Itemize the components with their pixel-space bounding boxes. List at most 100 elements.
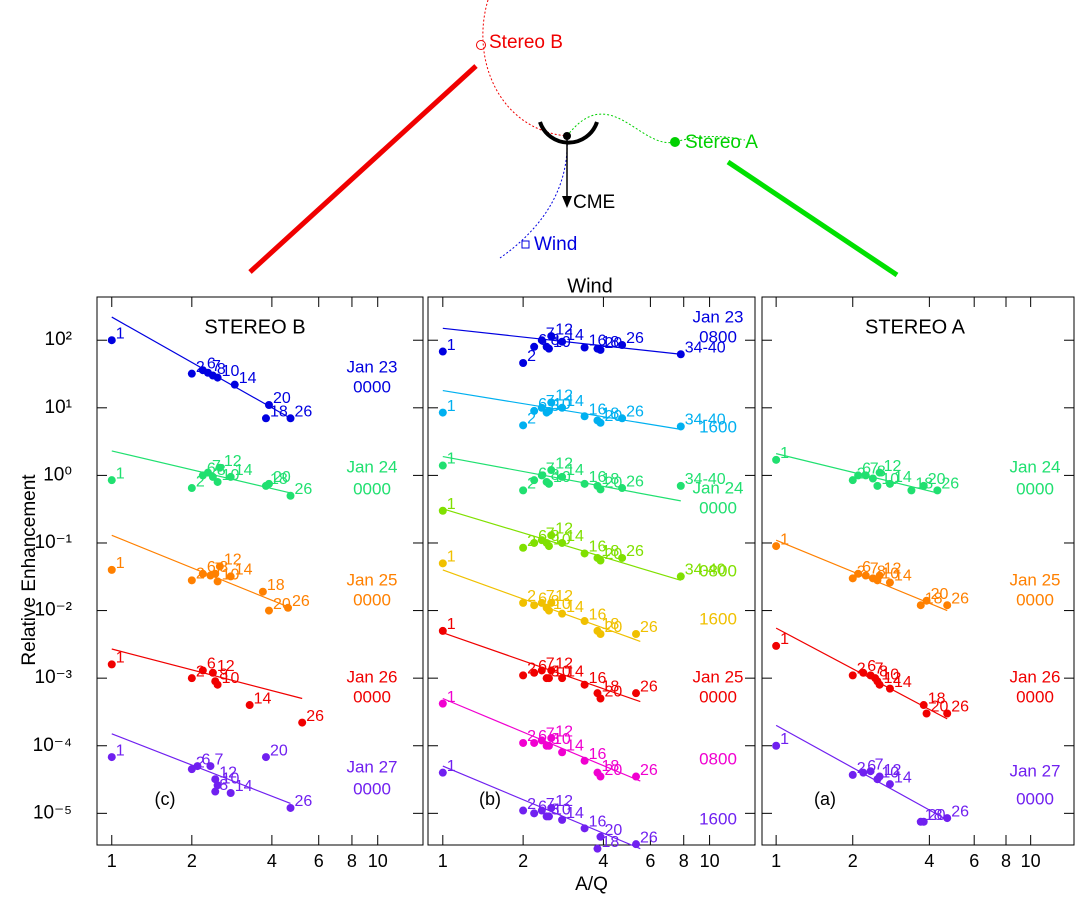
point-label: 14	[254, 690, 272, 707]
point-label: 26	[626, 473, 644, 490]
point-label: 2	[527, 588, 536, 605]
point-label: 20	[604, 335, 622, 352]
point-label: 26	[626, 543, 644, 560]
point-label: 12	[555, 455, 573, 472]
point-label: 8	[219, 666, 228, 683]
point-label: 1	[447, 496, 456, 513]
point-label: 20	[604, 822, 622, 839]
point-label: 12	[555, 656, 573, 673]
series-date: Jan 26	[346, 667, 397, 686]
data-point	[875, 571, 884, 580]
data-point	[547, 803, 556, 812]
panel-title: Wind	[567, 275, 613, 297]
data-point	[213, 680, 222, 689]
point-label: 14	[894, 769, 912, 786]
data-point	[596, 485, 605, 494]
data-point	[558, 538, 567, 547]
data-point	[772, 542, 781, 551]
data-point	[676, 481, 685, 490]
data-point	[537, 806, 546, 815]
x-tick-label: 8	[679, 851, 689, 871]
data-point	[544, 812, 553, 821]
data-point	[885, 479, 894, 488]
panel-title: STEREO A	[865, 316, 966, 338]
stereo-a-marker	[670, 137, 680, 147]
x-tick-label: 4	[598, 851, 608, 871]
point-label: 1	[116, 325, 125, 342]
data-point	[868, 474, 877, 483]
point-label: 20	[270, 742, 288, 759]
data-point	[530, 809, 539, 818]
data-point	[537, 336, 546, 345]
data-point	[618, 340, 627, 349]
cme-label: CME	[573, 192, 615, 213]
series-time: 1600	[699, 809, 737, 828]
wind-label: Wind	[534, 234, 577, 255]
data-point	[580, 756, 589, 765]
series-time: 0800	[699, 749, 737, 768]
data-point	[596, 832, 605, 841]
series-date: Jan 25	[1009, 570, 1060, 589]
data-point	[632, 840, 641, 849]
data-point	[107, 336, 116, 345]
point-label: 12	[884, 670, 902, 687]
data-point	[537, 666, 546, 675]
point-label: 6	[538, 590, 547, 607]
point-label: 8	[551, 528, 560, 545]
point-label: 8	[551, 731, 560, 748]
x-axis-label: A/Q	[575, 874, 608, 895]
data-point	[187, 484, 196, 493]
point-label: 26	[626, 403, 644, 420]
point-label: 20	[604, 619, 622, 636]
data-point	[875, 680, 884, 689]
point-label: 2	[527, 476, 536, 493]
data-point	[438, 461, 447, 470]
data-point	[632, 772, 641, 781]
point-label: 14	[235, 462, 253, 479]
point-label: 1	[447, 398, 456, 415]
data-point	[580, 680, 589, 689]
data-point	[544, 674, 553, 683]
point-label: 12	[884, 458, 902, 475]
data-point	[596, 772, 605, 781]
stereo-b-line	[248, 64, 478, 274]
data-point	[772, 741, 781, 750]
series-time: 0000	[1016, 789, 1054, 808]
point-label: 16	[589, 333, 607, 350]
y-tick-label: 10²	[45, 329, 72, 350]
series-time: 0000	[353, 377, 391, 396]
data-point	[772, 641, 781, 650]
data-point	[198, 569, 207, 578]
data-point	[866, 767, 875, 776]
point-label: 18	[601, 678, 619, 695]
point-label: 10	[881, 566, 899, 583]
point-label: 10	[553, 731, 571, 748]
point-label: 10	[222, 363, 240, 380]
data-point	[187, 674, 196, 683]
data-point	[230, 380, 239, 389]
data-point	[547, 666, 556, 675]
x-tick-label: 10	[368, 851, 388, 871]
data-point	[544, 606, 553, 615]
point-label: 12	[884, 762, 902, 779]
data-point	[245, 701, 254, 710]
data-point	[187, 576, 196, 585]
panel-label: (c)	[155, 789, 176, 809]
point-label: 1	[447, 451, 456, 468]
point-label: 7	[546, 726, 555, 743]
data-point	[943, 601, 952, 610]
data-point	[875, 772, 884, 781]
point-label: 14	[566, 462, 584, 479]
data-point	[213, 577, 222, 586]
data-point	[848, 671, 857, 680]
point-label: 1	[447, 549, 456, 566]
point-label: 26	[941, 476, 959, 493]
data-point	[193, 762, 202, 771]
point-label: 20	[928, 471, 946, 488]
point-label: 34-40	[685, 412, 726, 429]
data-point	[558, 815, 567, 824]
series-time: 0000	[353, 479, 391, 498]
series-time: 1600	[699, 609, 737, 628]
data-point	[537, 471, 546, 480]
point-label: 8	[551, 593, 560, 610]
